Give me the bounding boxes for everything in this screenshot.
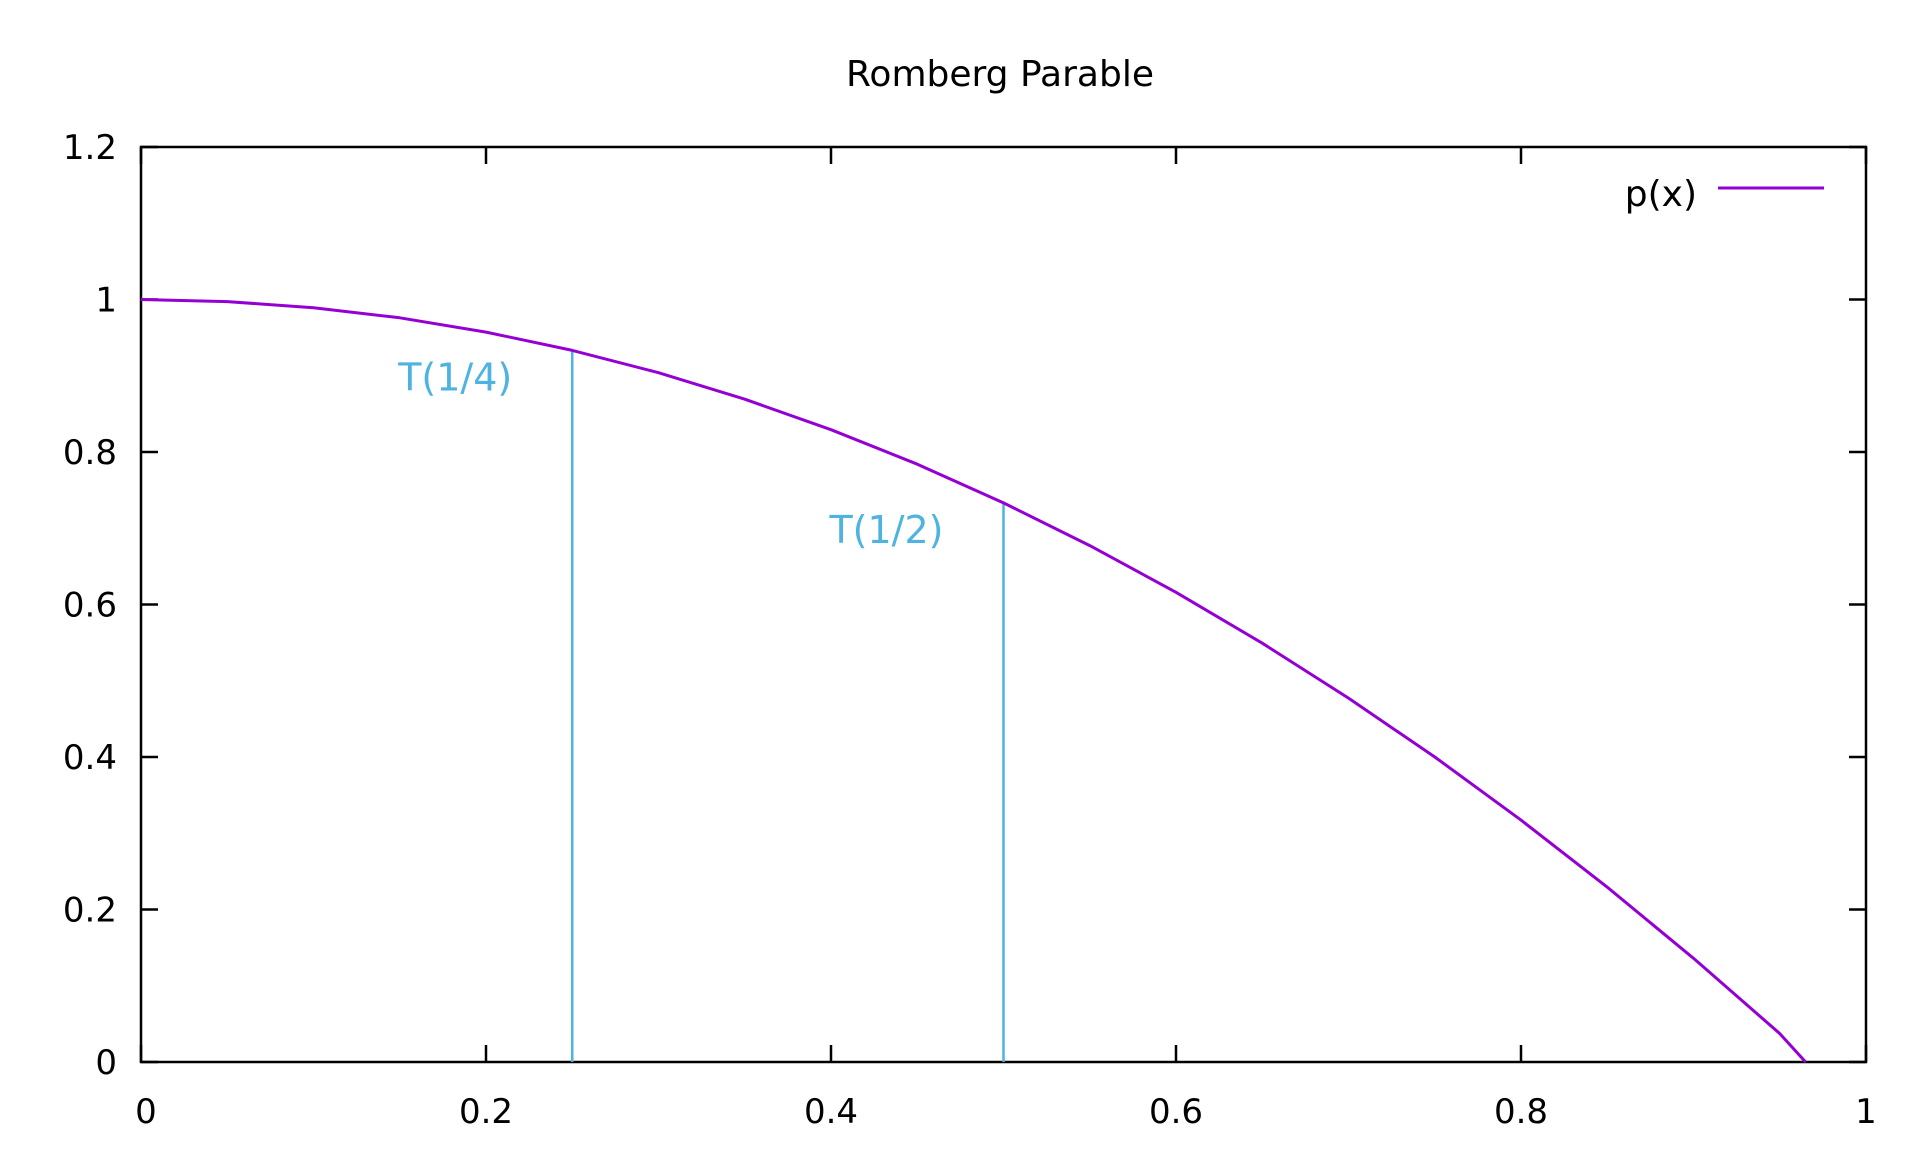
x-tick-label: 0.6 (1149, 1092, 1203, 1132)
x-tick-label: 0.8 (1494, 1092, 1548, 1132)
legend: p(x) (1625, 174, 1824, 215)
x-tick-label: 0.4 (804, 1092, 858, 1132)
x-tick-label: 0 (135, 1092, 157, 1132)
y-tick-label: 0.4 (63, 738, 117, 778)
annotation-label-2: T(1/2) (828, 508, 943, 552)
x-tick-label: 0.2 (459, 1092, 513, 1132)
plot-area: 0 0.2 0.4 0.6 0.8 1 0 0.2 0.4 0.6 0.8 1 1.2 T(1/4) T(1… (63, 128, 1877, 1132)
y-tick-label: 0.8 (63, 433, 117, 473)
y-tick-label: 0.6 (63, 586, 117, 626)
y-tick-label: 0.2 (63, 891, 117, 931)
y-tick-label: 0 (95, 1043, 117, 1083)
series-line-p-x (140, 298, 1807, 1064)
y-tick-label: 1 (95, 281, 117, 321)
chart-title: Romberg Parable (846, 54, 1154, 95)
legend-label: p(x) (1625, 174, 1697, 215)
x-tick-label: 1 (1855, 1092, 1877, 1132)
annotation-label-1: T(1/4) (397, 355, 512, 399)
y-tick-label: 1.2 (63, 128, 117, 168)
